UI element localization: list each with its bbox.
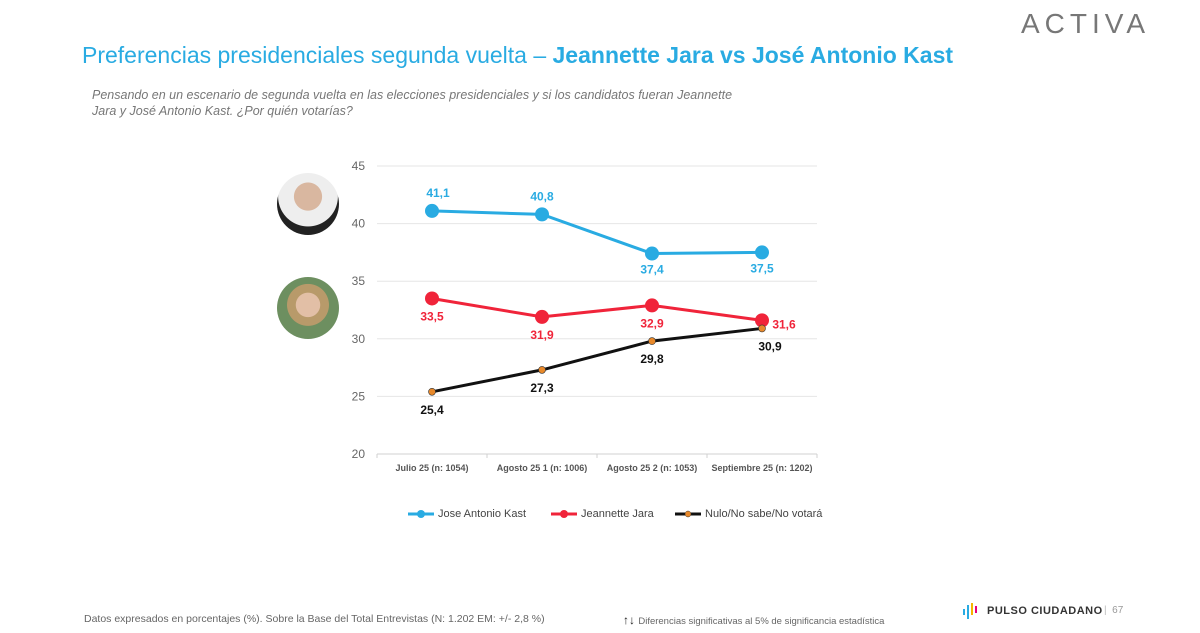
legend-nulo: Nulo/No sabe/No votará: [675, 508, 822, 520]
data-point: [535, 207, 549, 222]
page-number-text: 67: [1112, 605, 1124, 616]
significance-text: Diferencias significativas al 5% de sign…: [638, 616, 885, 627]
title-text: Preferencias presidenciales segunda vuel…: [82, 42, 553, 68]
data-label: 31,9: [530, 328, 554, 342]
legend-label: Jeannette Jara: [581, 508, 654, 520]
series-line-1: [431, 297, 763, 322]
kast-avatar: [277, 173, 339, 235]
footnote: Datos expresados en porcentajes (%). Sob…: [84, 613, 545, 625]
pulso-ciudadano-brand: PULSO CIUDADANO: [963, 603, 1103, 619]
data-point: [645, 298, 659, 313]
data-point: [758, 324, 766, 333]
data-label: 30,9: [758, 339, 782, 353]
data-label: 33,5: [420, 309, 444, 323]
title-candidates: Jeannette Jara vs José Antonio Kast: [552, 42, 954, 68]
data-label: 29,8: [640, 352, 664, 366]
pulso-logo-icon: [963, 603, 977, 619]
legend-jara: Jeannette Jara: [551, 508, 654, 520]
x-tick-label: Agosto 25 1 (n: 1006): [497, 463, 588, 473]
series-line-2: [431, 326, 763, 394]
data-label: 37,5: [750, 261, 774, 275]
data-point: [425, 203, 439, 218]
data-point: [538, 366, 546, 374]
significance-note: ↑↓ Diferencias significativas al 5% de s…: [623, 613, 884, 627]
x-tick-label: Septiembre 25 (n: 1202): [711, 463, 812, 473]
data-point: [535, 309, 549, 324]
brand-name: PULSO CIUDADANO: [987, 605, 1103, 617]
y-tick-label: 35: [352, 274, 366, 288]
legend-kast: Jose Antonio Kast: [408, 508, 526, 520]
x-tick-label: Agosto 25 2 (n: 1053): [607, 463, 698, 473]
survey-question: Pensando en un escenario de segunda vuel…: [92, 88, 733, 118]
y-tick-label: 40: [352, 217, 366, 231]
data-point: [645, 246, 659, 261]
data-point: [428, 387, 436, 396]
legend-label: Jose Antonio Kast: [438, 508, 527, 520]
y-tick-label: 30: [352, 332, 366, 346]
data-label: 40,8: [530, 189, 554, 203]
data-label: 27,3: [530, 381, 554, 395]
data-point: [425, 291, 439, 306]
data-label: 31,6: [772, 317, 796, 331]
x-tick-label: Julio 25 (n: 1054): [395, 463, 468, 473]
page-title: Preferencias presidenciales segunda vuel…: [82, 42, 953, 69]
y-tick-label: 20: [352, 447, 366, 461]
y-tick-label: 45: [352, 159, 366, 173]
data-label: 32,9: [640, 316, 664, 330]
data-point: [648, 337, 656, 345]
data-point: [755, 245, 769, 260]
series-line-0: [431, 209, 763, 256]
data-point: [755, 313, 769, 328]
y-tick-label: 25: [352, 389, 366, 403]
data-label: 41,1: [426, 186, 450, 200]
jara-avatar: [277, 277, 339, 339]
legend-label: Nulo/No sabe/No votará: [705, 508, 823, 520]
data-label: 37,4: [640, 263, 664, 277]
activa-logo: ACTIVA: [1020, 8, 1150, 39]
page-number: | 67: [1104, 605, 1124, 616]
significance-arrows-icon: ↑↓: [623, 613, 639, 627]
data-label: 25,4: [420, 403, 444, 417]
